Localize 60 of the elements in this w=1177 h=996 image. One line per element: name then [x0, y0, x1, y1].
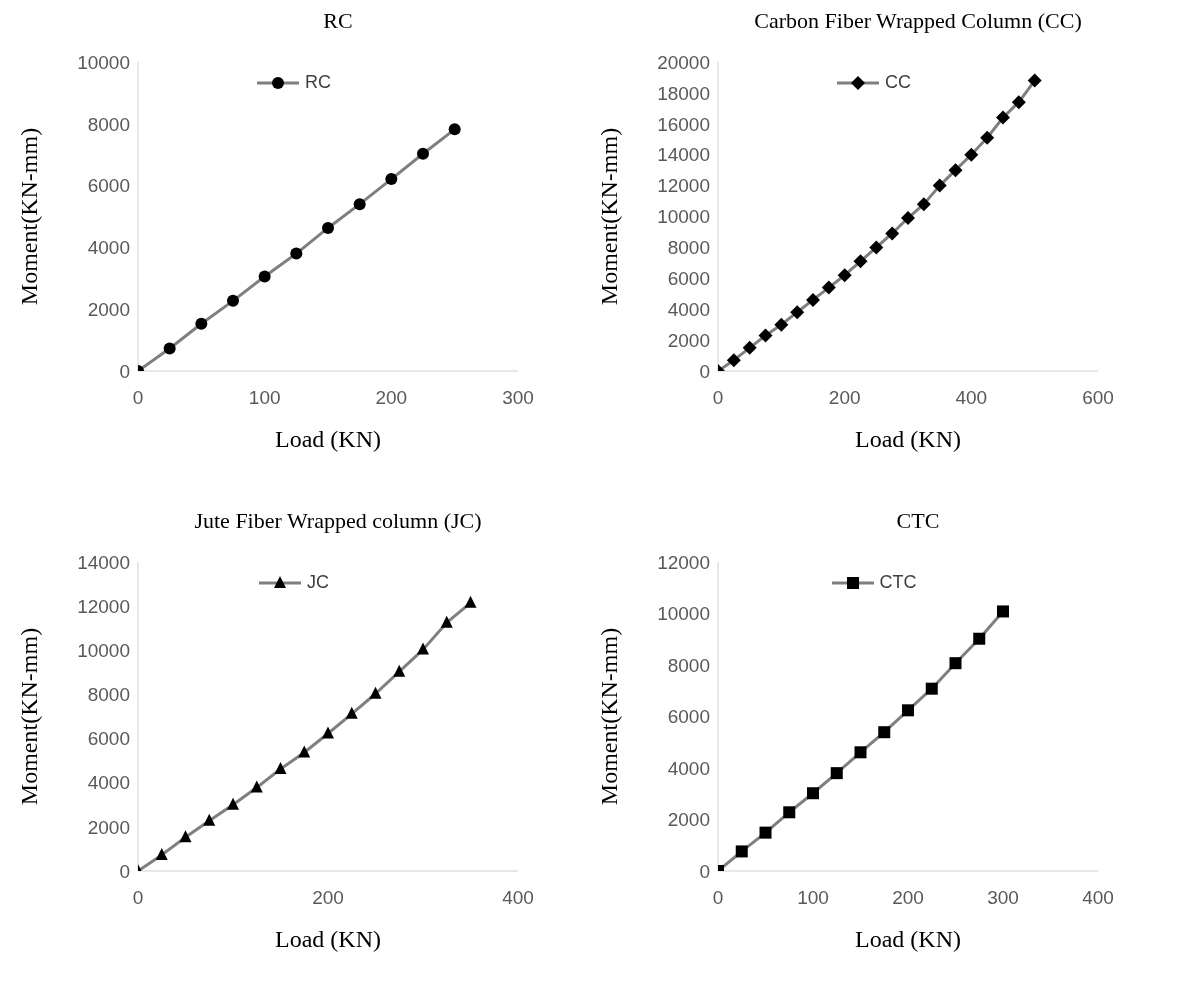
- chart-title: Carbon Fiber Wrapped Column (CC): [753, 8, 1083, 35]
- y-tick-label: 18000: [657, 82, 710, 104]
- y-tick-label: 4000: [87, 237, 130, 259]
- legend-label: CC: [885, 72, 911, 93]
- x-axis-title: Load (KN): [275, 426, 381, 452]
- chart-title: CTC: [895, 508, 941, 535]
- x-tick-label: 400: [955, 387, 988, 409]
- x-tick-label: 100: [797, 887, 829, 909]
- y-tick-label: 14000: [657, 144, 710, 166]
- y-tick-label: 0: [119, 360, 130, 382]
- y-tick-label: 14000: [77, 551, 130, 573]
- x-tick-label: 400: [502, 887, 534, 909]
- y-tick-label: 6000: [667, 268, 710, 290]
- chart-title: Jute Fiber Wrapped column (JC): [193, 508, 483, 535]
- y-axis-title: Moment(KN-mm): [15, 127, 42, 306]
- x-axis-title: Load (KN): [275, 926, 381, 952]
- y-tick-label: 4000: [667, 757, 710, 779]
- x-tick-label: 200: [892, 887, 924, 909]
- x-tick-label: 200: [312, 887, 344, 909]
- y-tick-label: 6000: [87, 175, 130, 197]
- x-tick-label: 400: [1082, 887, 1114, 909]
- y-tick-label: 2000: [87, 298, 130, 320]
- x-tick-label: 100: [248, 387, 281, 409]
- x-axis-title: Load (KN): [855, 426, 961, 452]
- y-tick-label: 10000: [77, 51, 130, 73]
- y-tick-label: 6000: [87, 728, 130, 750]
- y-tick-label: 2000: [87, 816, 130, 838]
- y-tick-label: 8000: [667, 654, 710, 676]
- x-tick-label: 300: [502, 387, 534, 409]
- y-axis-title: Moment(KN-mm): [595, 127, 622, 306]
- chart-title: RC: [322, 8, 354, 35]
- y-axis-title: Moment(KN-mm): [595, 627, 622, 806]
- y-tick-label: 20000: [657, 51, 710, 73]
- x-tick-label: 300: [987, 887, 1019, 909]
- y-tick-label: 6000: [667, 706, 710, 728]
- y-tick-label: 2000: [667, 809, 710, 831]
- y-tick-label: 0: [119, 860, 130, 882]
- y-tick-label: 4000: [667, 298, 710, 320]
- x-tick-label: 200: [375, 387, 408, 409]
- x-tick-label: 200: [828, 387, 861, 409]
- x-tick-label: 600: [1082, 387, 1114, 409]
- y-tick-label: 10000: [657, 603, 710, 625]
- y-tick-label: 8000: [87, 113, 130, 135]
- y-tick-label: 4000: [87, 772, 130, 794]
- y-tick-label: 10000: [77, 640, 130, 662]
- y-tick-label: 0: [699, 860, 710, 882]
- legend-label: CTC: [879, 572, 917, 593]
- y-tick-label: 8000: [667, 237, 710, 259]
- y-tick-label: 2000: [667, 329, 710, 351]
- y-tick-label: 16000: [657, 113, 710, 135]
- y-tick-label: 12000: [657, 175, 710, 197]
- y-tick-label: 12000: [77, 595, 130, 617]
- x-axis-title: Load (KN): [855, 926, 961, 952]
- y-axis-title: Moment(KN-mm): [15, 627, 42, 806]
- y-tick-label: 12000: [657, 551, 710, 573]
- legend-label: JC: [307, 572, 329, 593]
- y-tick-label: 0: [699, 360, 710, 382]
- y-tick-label: 10000: [657, 206, 710, 228]
- y-tick-label: 8000: [87, 684, 130, 706]
- legend-label: RC: [305, 72, 331, 93]
